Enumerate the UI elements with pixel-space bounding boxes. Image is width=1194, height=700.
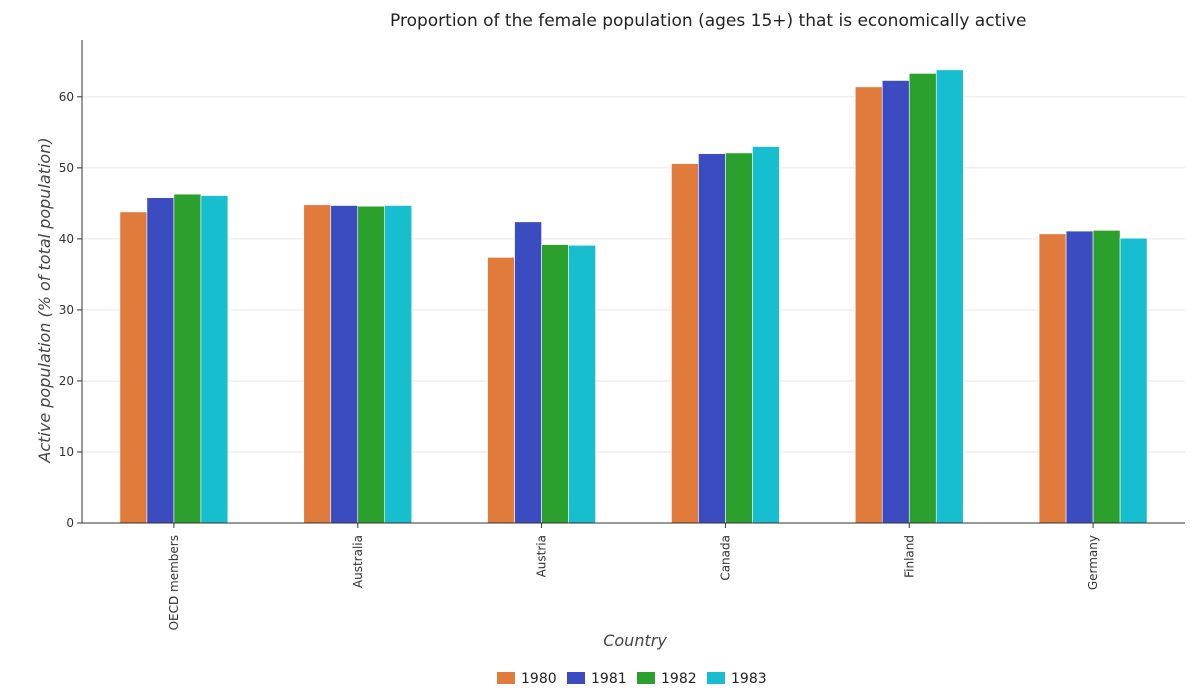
bar-1982 [541,244,569,524]
y-tick-label: 10 [59,445,74,459]
legend-label-1982: 1982 [661,671,697,687]
legend-label-1980: 1980 [521,671,557,687]
bar-1983 [568,244,596,524]
bar-1982 [908,73,937,524]
y-tick-label: 0 [66,516,74,530]
bar-1980 [303,204,332,524]
legend-swatch-1980 [497,672,515,684]
y-axis: 0 10 20 30 40 50 60 [59,40,83,530]
x-tick-label: OECD members [167,535,181,630]
bar-1983 [752,146,780,524]
y-tick-label: 30 [59,303,74,317]
bar-1983 [200,195,229,524]
y-tick-label: 60 [59,90,74,104]
bar-1981 [1065,230,1094,524]
chart-title: Proportion of the female population (age… [390,11,1026,31]
bar-1983 [1119,237,1148,524]
legend-label-1983: 1983 [731,671,767,687]
y-axis-label: Active population (% of total population… [35,137,54,463]
bar-1980 [1038,233,1067,524]
y-tick-label: 50 [59,161,74,175]
bars [119,69,1148,524]
legend-swatch-1982 [637,672,655,684]
y-tick-label: 20 [59,374,74,388]
bar-1980 [119,211,148,524]
x-tick-label: Australia [351,535,365,588]
bar-1982 [725,152,753,524]
legend-label-1981: 1981 [591,671,627,687]
bar-1981 [698,153,726,524]
bar-1981 [330,205,359,524]
x-axis: OECD members Australia Austria Canada Finlan… [82,522,1185,630]
bar-1981 [514,221,542,524]
bar-1982 [1092,230,1121,524]
bar-1983 [384,205,413,524]
y-tick-label: 40 [59,232,74,246]
x-tick-label: Austria [535,535,549,577]
x-axis-label: Country [603,631,667,650]
legend-swatch-1981 [567,672,585,684]
gridlines [82,96,1185,524]
bar-1982 [357,205,386,524]
bar-1980 [671,163,699,524]
x-tick-label: Finland [902,535,916,578]
x-tick-label: Canada [718,535,732,581]
bar-1983 [935,69,964,524]
bar-1982 [173,193,202,524]
bar-1980 [487,257,515,524]
bar-1981 [146,197,175,524]
legend-swatch-1983 [707,672,725,684]
legend: 1980 1981 1982 1983 [497,671,767,687]
bar-1980 [854,86,883,524]
x-tick-label: Germany [1086,535,1100,590]
bar-1981 [881,80,910,524]
